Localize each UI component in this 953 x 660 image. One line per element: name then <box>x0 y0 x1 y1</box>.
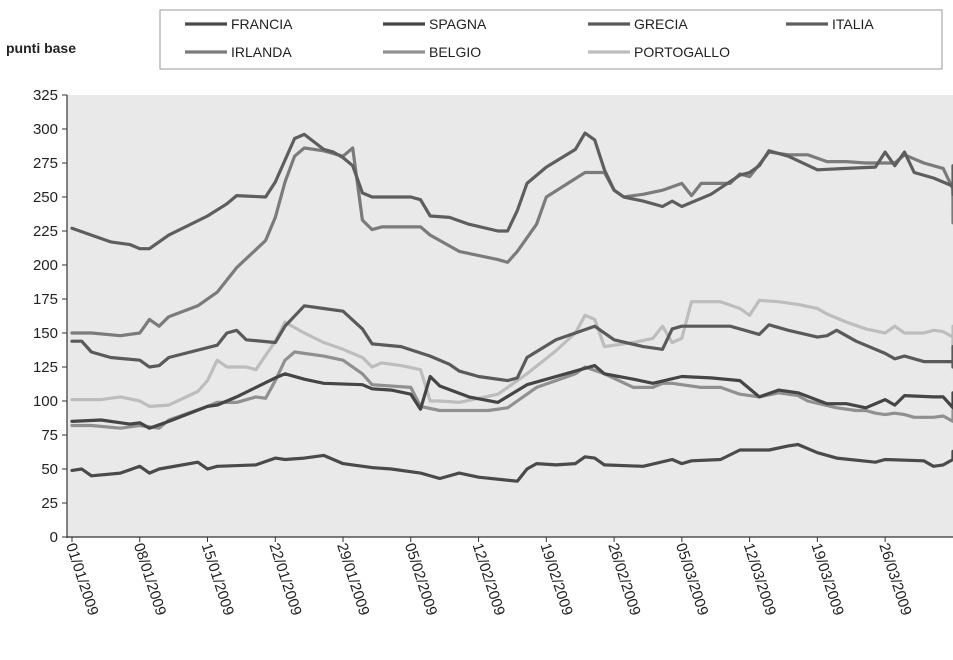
series-line-belgio <box>70 350 953 430</box>
y-tick-label: 275 <box>33 155 58 172</box>
y-axis: 0 25 50 75 100 125 150 175 200 225 250 275 300 325 <box>33 87 68 546</box>
y-tick-label: 175 <box>33 291 58 308</box>
legend-box <box>159 9 943 70</box>
legend-label-grecia: GRECIA <box>634 16 688 32</box>
series-line-spagna <box>70 364 953 430</box>
legend-label-irlanda: IRLANDA <box>231 44 292 60</box>
plot-area <box>67 95 953 537</box>
y-tick-label: 75 <box>41 427 58 444</box>
y-tick-label: 25 <box>41 495 58 512</box>
y-tick-label: 300 <box>33 121 58 138</box>
series-line-francia <box>70 442 953 483</box>
y-tick-label: 250 <box>33 189 58 206</box>
y-tick-label: 50 <box>41 461 58 478</box>
legend-label-portogallo: PORTOGALLO <box>634 44 730 60</box>
y-tick-label: 200 <box>33 257 58 274</box>
legend-label-belgio: BELGIO <box>429 44 481 60</box>
y-axis-label: punti base <box>6 40 76 56</box>
series-line-irlanda <box>70 146 953 338</box>
y-tick-label: 225 <box>33 223 58 240</box>
series-line-italia <box>70 131 953 251</box>
y-tick-label: 325 <box>33 87 58 104</box>
series-group <box>70 131 953 483</box>
legend-label-francia: FRANCIA <box>231 16 293 32</box>
legend: FRANCIA SPAGNA GRECIA ITALIA IRLANDA BELGIO PO… <box>159 9 943 70</box>
y-tick-label: 0 <box>50 529 58 546</box>
series-line-grecia <box>70 304 953 383</box>
y-tick-label: 150 <box>33 325 58 342</box>
legend-label-spagna: SPAGNA <box>429 16 487 32</box>
legend-label-italia: ITALIA <box>832 16 874 32</box>
y-tick-label: 100 <box>33 393 58 410</box>
y-tick-label: 125 <box>33 359 58 376</box>
